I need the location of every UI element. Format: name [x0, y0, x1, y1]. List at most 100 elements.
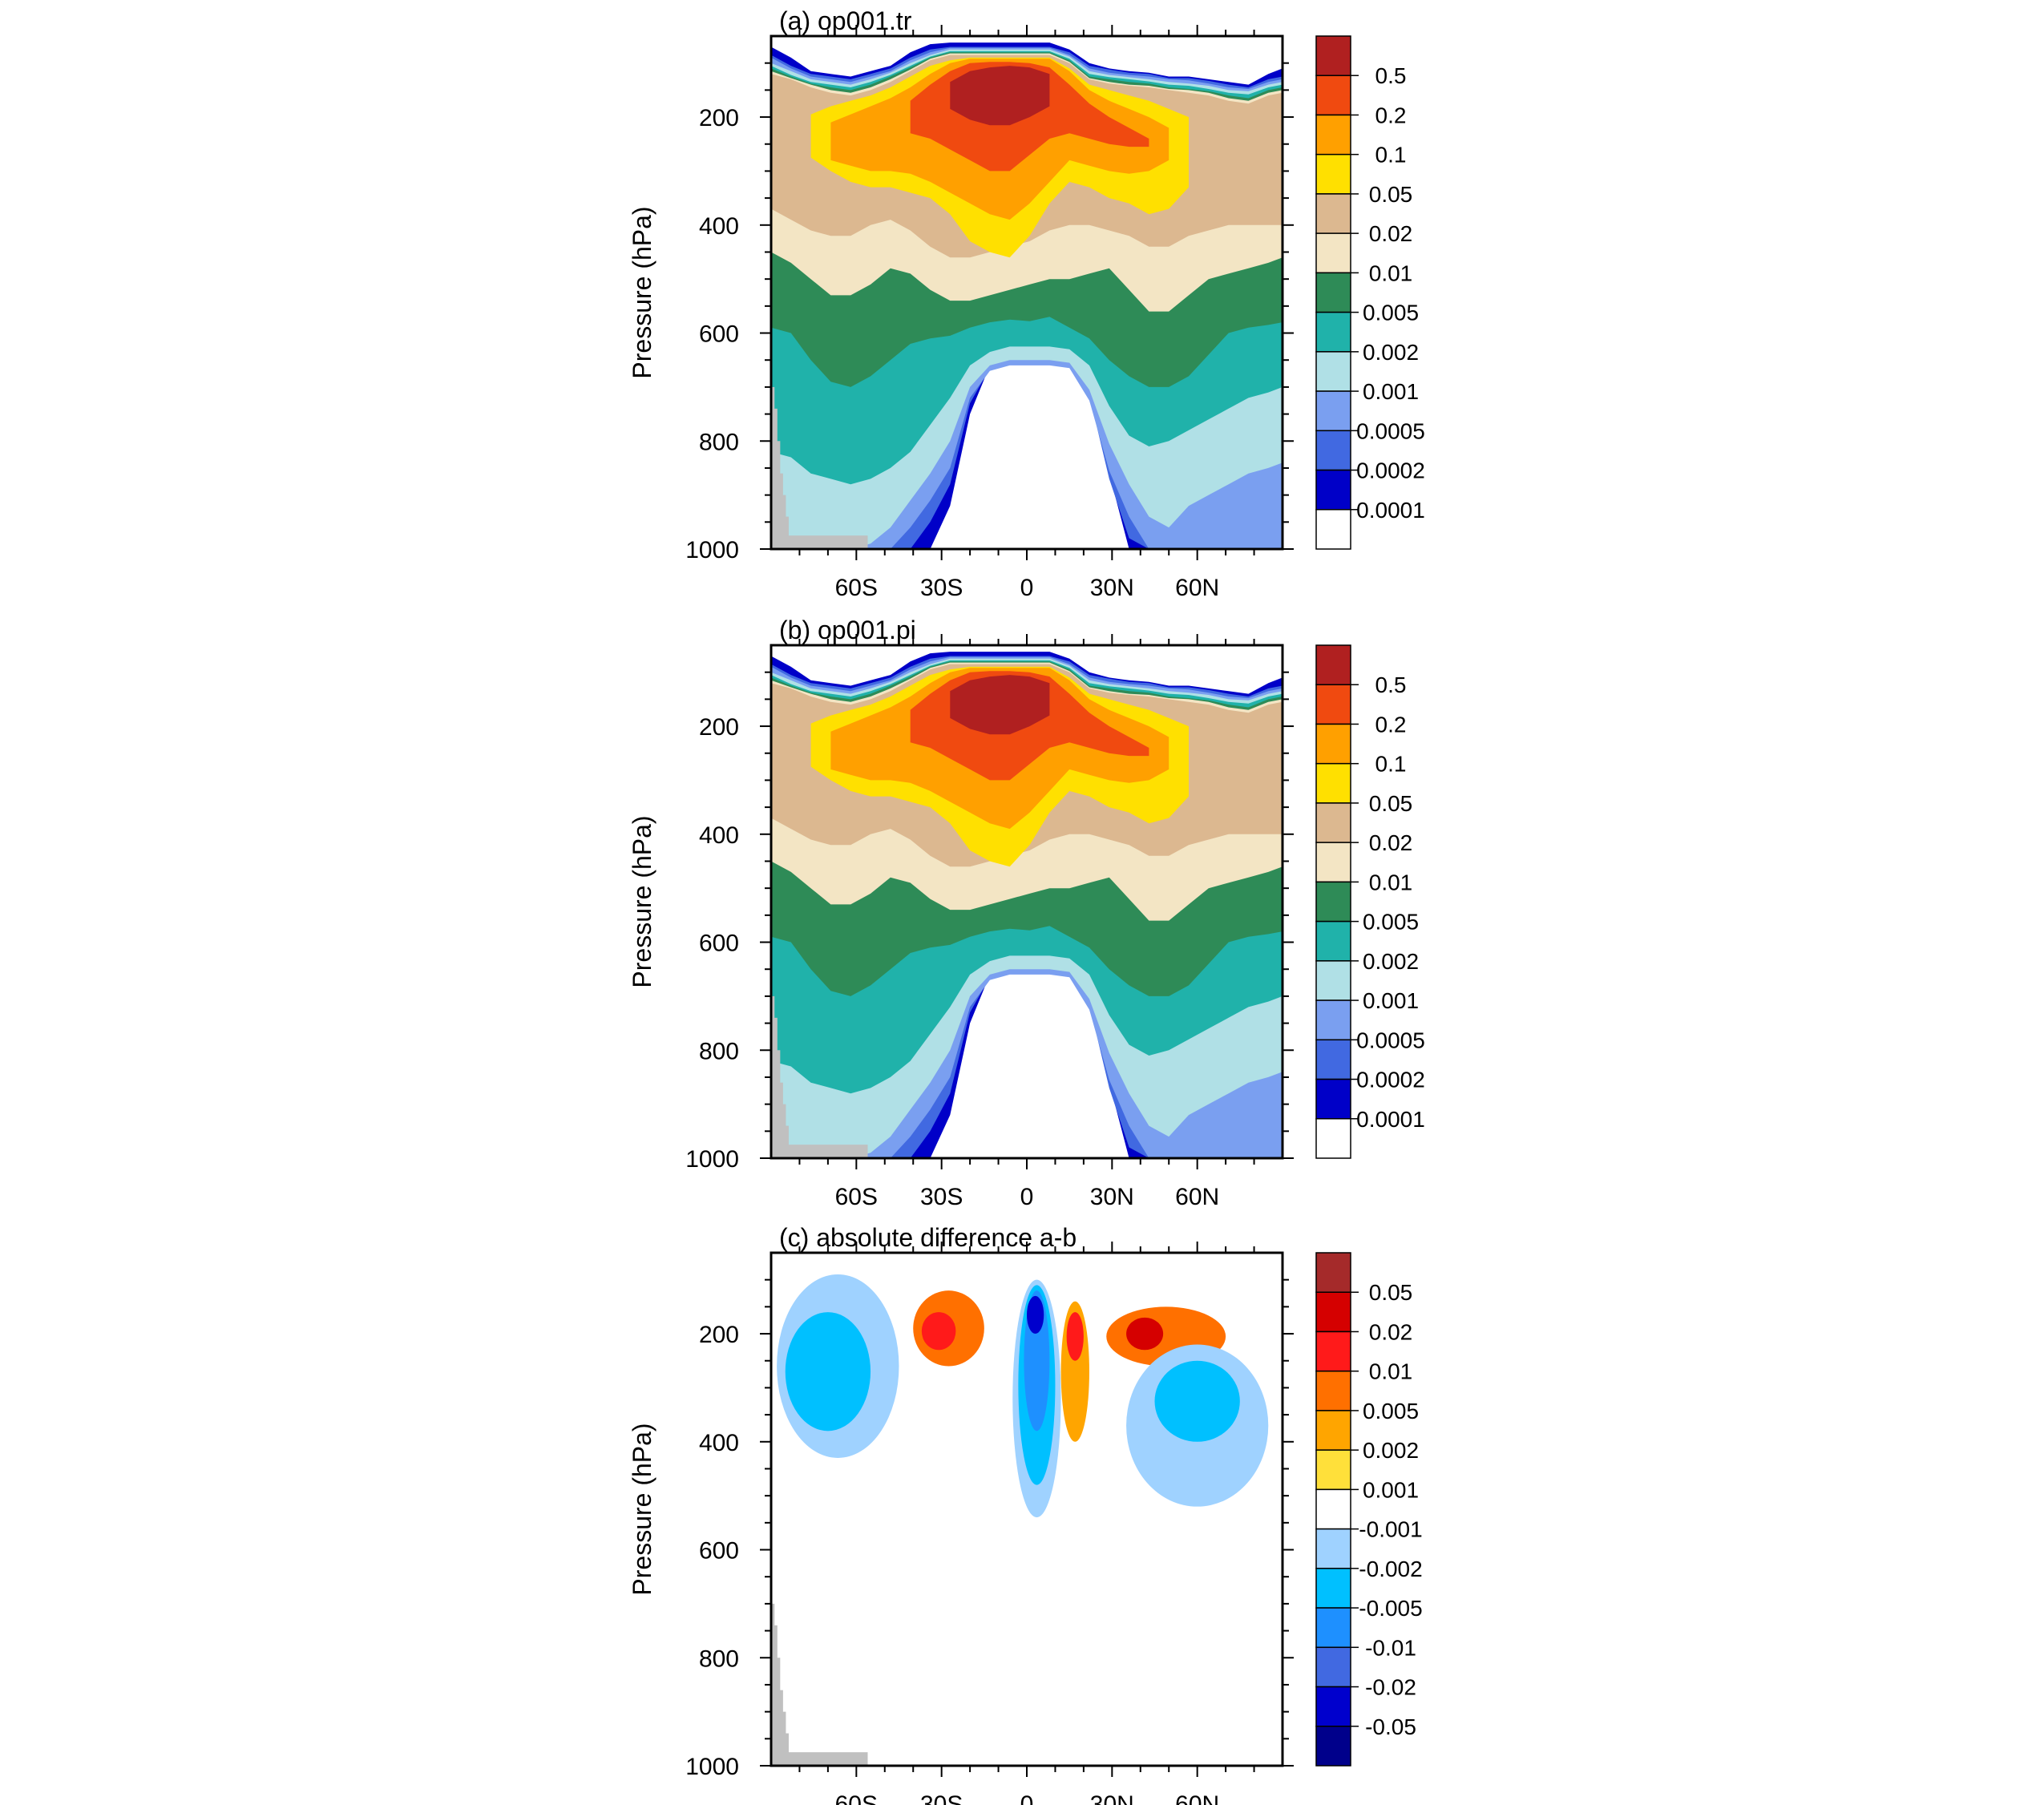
- difference-region-1: [785, 1312, 871, 1431]
- colorbar-label: -0.005: [1359, 1596, 1422, 1621]
- difference-region-5: [1027, 1295, 1044, 1335]
- colorbar-swatch: [1315, 1607, 1351, 1649]
- colorbar-swatch: [1315, 1078, 1351, 1120]
- panel-b: 60S 30S 0 30N 60N 200 400 600 800 1000 Pressure (h…: [628, 616, 1425, 1210]
- colorbar-label: 0.002: [1363, 949, 1419, 974]
- colorbar-label: -0.02: [1365, 1675, 1416, 1700]
- topography-bar: [774, 408, 778, 549]
- colorbar-label: 0.2: [1375, 103, 1407, 127]
- x-tick-label: 60N: [1175, 1184, 1219, 1210]
- colorbar-label: 0.5: [1375, 63, 1407, 88]
- colorbar-swatch: [1315, 114, 1351, 155]
- colorbar-label: 0.1: [1375, 143, 1407, 168]
- colorbar-label: 0.02: [1369, 830, 1413, 855]
- topography-bar: [777, 1658, 781, 1766]
- colorbar-swatch: [1315, 842, 1351, 883]
- x-tick-label: 0: [1020, 1791, 1034, 1805]
- topography-bar: [774, 1017, 778, 1158]
- y-tick-label: 200: [699, 1322, 739, 1348]
- y-axis-label: Pressure (hPa): [628, 1423, 656, 1595]
- contour-level-0p5: [950, 66, 1050, 126]
- y-tick-label: 200: [699, 105, 739, 131]
- colorbar-swatch: [1315, 1039, 1351, 1080]
- difference-region-7: [921, 1312, 956, 1351]
- colorbar-label: 0.005: [1363, 910, 1419, 935]
- topography-bar: [785, 1733, 789, 1766]
- colorbar-swatch: [1315, 272, 1351, 313]
- colorbar-swatch: [1315, 960, 1351, 1001]
- x-tick-label: 30N: [1090, 575, 1134, 601]
- colorbar-swatch: [1315, 684, 1351, 725]
- topography-bar: [779, 473, 783, 549]
- colorbar-swatch: [1315, 1646, 1351, 1688]
- colorbar-label: 0.002: [1363, 340, 1419, 365]
- x-tick-label: 60N: [1175, 1791, 1219, 1805]
- topography-bar: [774, 1625, 778, 1766]
- colorbar-label: 0.01: [1369, 870, 1413, 894]
- colorbar-swatch: [1315, 430, 1351, 471]
- topography-bar: [782, 1711, 786, 1766]
- topography-bar: [782, 1104, 786, 1158]
- x-tick-label: 60S: [835, 1184, 878, 1210]
- topography-bar: [771, 995, 775, 1158]
- x-tick-label: 60S: [835, 1791, 878, 1805]
- y-tick-label: 600: [699, 1538, 739, 1565]
- difference-region-9: [1066, 1312, 1084, 1361]
- colorbar-swatch: [1315, 1686, 1351, 1727]
- panel-title: (c) absolute difference a-b: [779, 1223, 1077, 1252]
- difference-region-13: [1154, 1360, 1240, 1442]
- colorbar-swatch: [1315, 469, 1351, 511]
- colorbar-swatch: [1315, 1488, 1351, 1530]
- y-tick-label: 800: [699, 1645, 739, 1672]
- x-tick-label: 0: [1020, 1184, 1034, 1210]
- topography-bar: [771, 535, 868, 549]
- topography-bar: [771, 1145, 868, 1158]
- colorbar-label: 0.05: [1369, 182, 1413, 207]
- x-tick-label: 30N: [1090, 1184, 1134, 1210]
- topography-bar: [771, 1603, 775, 1766]
- colorbar-label: 0.05: [1369, 1280, 1413, 1305]
- colorbar-swatch: [1315, 75, 1351, 116]
- difference-region-11: [1126, 1317, 1164, 1351]
- colorbar-label: -0.05: [1365, 1714, 1416, 1739]
- colorbar-label: 0.0005: [1356, 418, 1425, 443]
- y-axis-label: Pressure (hPa): [628, 206, 656, 378]
- colorbar-swatch: [1315, 1370, 1351, 1411]
- y-tick-label: 600: [699, 931, 739, 957]
- colorbar-c: 0.05 0.02 0.01 0.005 0.002 0.001 -0.001 -0.002 -…: [1315, 1252, 1423, 1767]
- x-tick-label: 30S: [920, 1791, 963, 1805]
- colorbar-label: 0.001: [1363, 988, 1419, 1013]
- topography-mask: [771, 995, 868, 1158]
- topography-bar: [779, 1082, 783, 1158]
- x-tick-label: 0: [1020, 575, 1034, 601]
- colorbar-swatch: [1315, 920, 1351, 962]
- topography-mask: [771, 1603, 868, 1766]
- colorbar-swatch: [1315, 999, 1351, 1041]
- colorbar-label: 0.0005: [1356, 1028, 1425, 1052]
- topography-bar: [771, 1752, 868, 1766]
- panel-title: (b) op001.pi: [779, 616, 916, 644]
- y-tick-label: 200: [699, 714, 739, 741]
- x-tick-label: 30N: [1090, 1791, 1134, 1805]
- colorbar-swatch: [1315, 1118, 1351, 1159]
- plot-area-c: [771, 1274, 1269, 1766]
- colorbar-a: 0.5 0.2 0.1 0.05 0.02 0.01 0.005 0.002 0.001 0.00…: [1315, 35, 1425, 550]
- colorbar-swatch: [1315, 311, 1351, 353]
- topography-mask: [771, 386, 868, 549]
- colorbar-label: 0.0002: [1356, 1068, 1425, 1092]
- colorbar-swatch: [1315, 1726, 1351, 1767]
- y-tick-label: 1000: [685, 1754, 739, 1780]
- colorbar-label: 0.05: [1369, 791, 1413, 816]
- colorbar-label: 0.0001: [1356, 1107, 1425, 1132]
- colorbar-swatch: [1315, 1331, 1351, 1372]
- colorbar-swatch: [1315, 153, 1351, 195]
- topography-bar: [782, 495, 786, 549]
- colorbar-label: 0.001: [1363, 1477, 1419, 1502]
- colorbar-swatch: [1315, 1568, 1351, 1609]
- x-tick-label: 30S: [920, 1184, 963, 1210]
- colorbar-swatch: [1315, 1449, 1351, 1491]
- colorbar-swatch: [1315, 193, 1351, 234]
- colorbar-label: 0.01: [1369, 260, 1413, 285]
- x-tick-label: 60S: [835, 575, 878, 601]
